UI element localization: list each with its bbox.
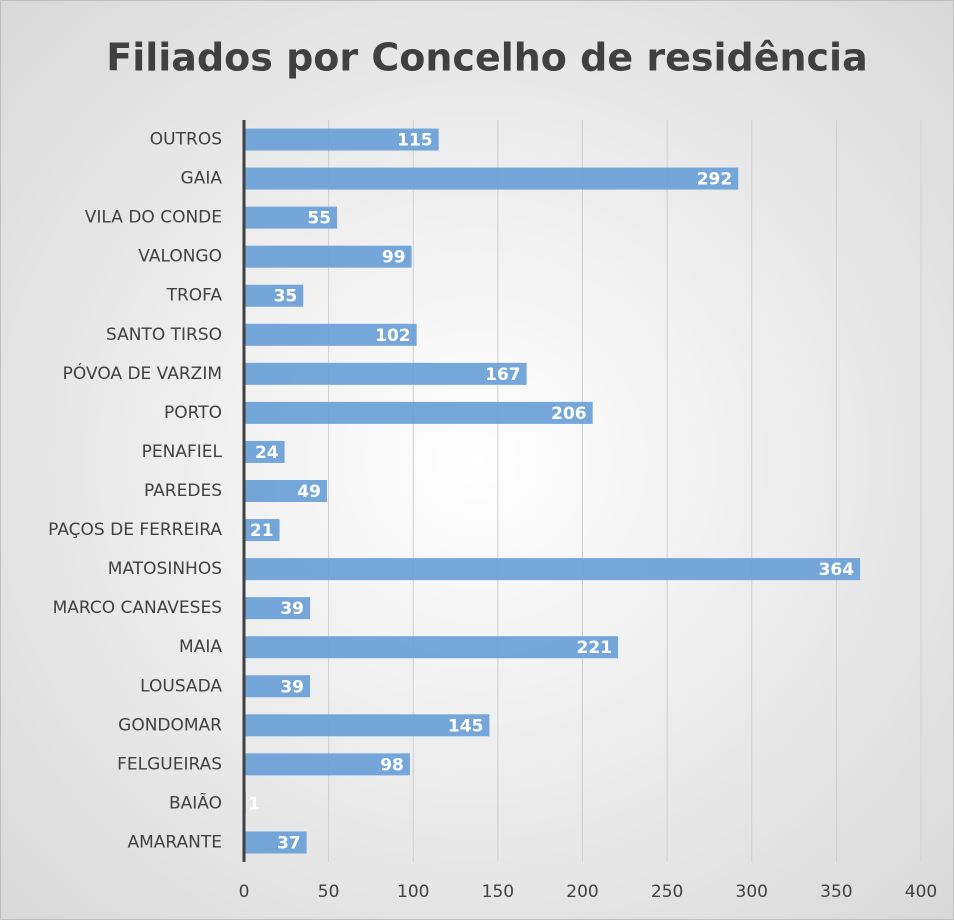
value-label: 39 [280,599,304,619]
value-label: 292 [697,170,733,190]
x-tick-label: 250 [651,882,683,902]
value-label: 115 [397,131,433,151]
y-tick-label: MAIA [179,637,222,657]
bar [244,401,593,424]
y-tick-label: MARCO CANAVESES [53,598,222,618]
y-tick-label: MATOSINHOS [108,559,222,579]
bar [244,284,304,307]
bar [244,636,619,659]
bar [244,245,412,268]
value-label: 364 [819,560,855,580]
value-label: 39 [280,677,304,697]
chart-title: Filiados por Concelho de residência [106,36,867,80]
y-tick-label: PENAFIEL [142,442,223,462]
bar [244,519,280,542]
bar [244,714,490,737]
y-tick-label: PAREDES [144,481,222,501]
y-tick-label: VILA DO CONDE [85,208,222,228]
x-tick-label: 200 [566,882,598,902]
y-tick-label: GONDOMAR [118,715,222,735]
value-label: 49 [297,482,321,502]
bar [244,675,311,698]
bar [244,440,285,463]
y-tick-label: FELGUEIRAS [117,754,222,774]
bar [244,558,861,581]
x-tick-label: 50 [318,882,340,902]
y-tick-label: TROFA [166,286,223,306]
y-tick-label: SANTO TIRSO [106,325,222,345]
x-tick-label: 350 [820,882,852,902]
value-label: 221 [577,638,613,658]
y-tick-label: LOUSADA [140,676,222,696]
value-label: 35 [274,287,298,307]
value-label: 167 [485,365,521,385]
y-tick-label: PAÇOS DE FERREIRA [48,520,222,540]
bar [244,323,417,346]
bar [244,167,739,190]
x-tick-label: 100 [397,882,429,902]
bar [244,480,327,502]
bar [244,206,338,229]
value-label: 24 [255,443,279,463]
value-label: 55 [307,209,331,229]
y-tick-label: BAIÃO [169,791,222,813]
bar [244,831,307,854]
bar [244,753,410,776]
value-label: 1 [248,794,260,814]
value-label: 37 [277,833,301,853]
value-label: 21 [250,521,274,541]
x-tick-label: 400 [905,882,937,902]
bar [244,128,439,151]
value-label: 99 [382,248,406,268]
value-label: 206 [551,404,587,424]
bar [244,597,311,620]
bar [244,362,527,385]
value-label: 102 [375,326,411,346]
y-tick-label: AMARANTE [127,832,222,852]
x-tick-label: 0 [239,882,250,902]
x-tick-label: 300 [736,882,768,902]
y-tick-label: OUTROS [150,130,222,150]
y-tick-label: GAIA [181,169,223,189]
y-tick-label: PORTO [164,403,222,423]
value-label: 98 [380,755,404,775]
x-tick-label: 150 [482,882,514,902]
value-label: 145 [448,716,484,736]
y-tick-label: VALONGO [138,247,222,267]
y-tick-label: PÓVOA DE VARZIM [63,362,222,384]
